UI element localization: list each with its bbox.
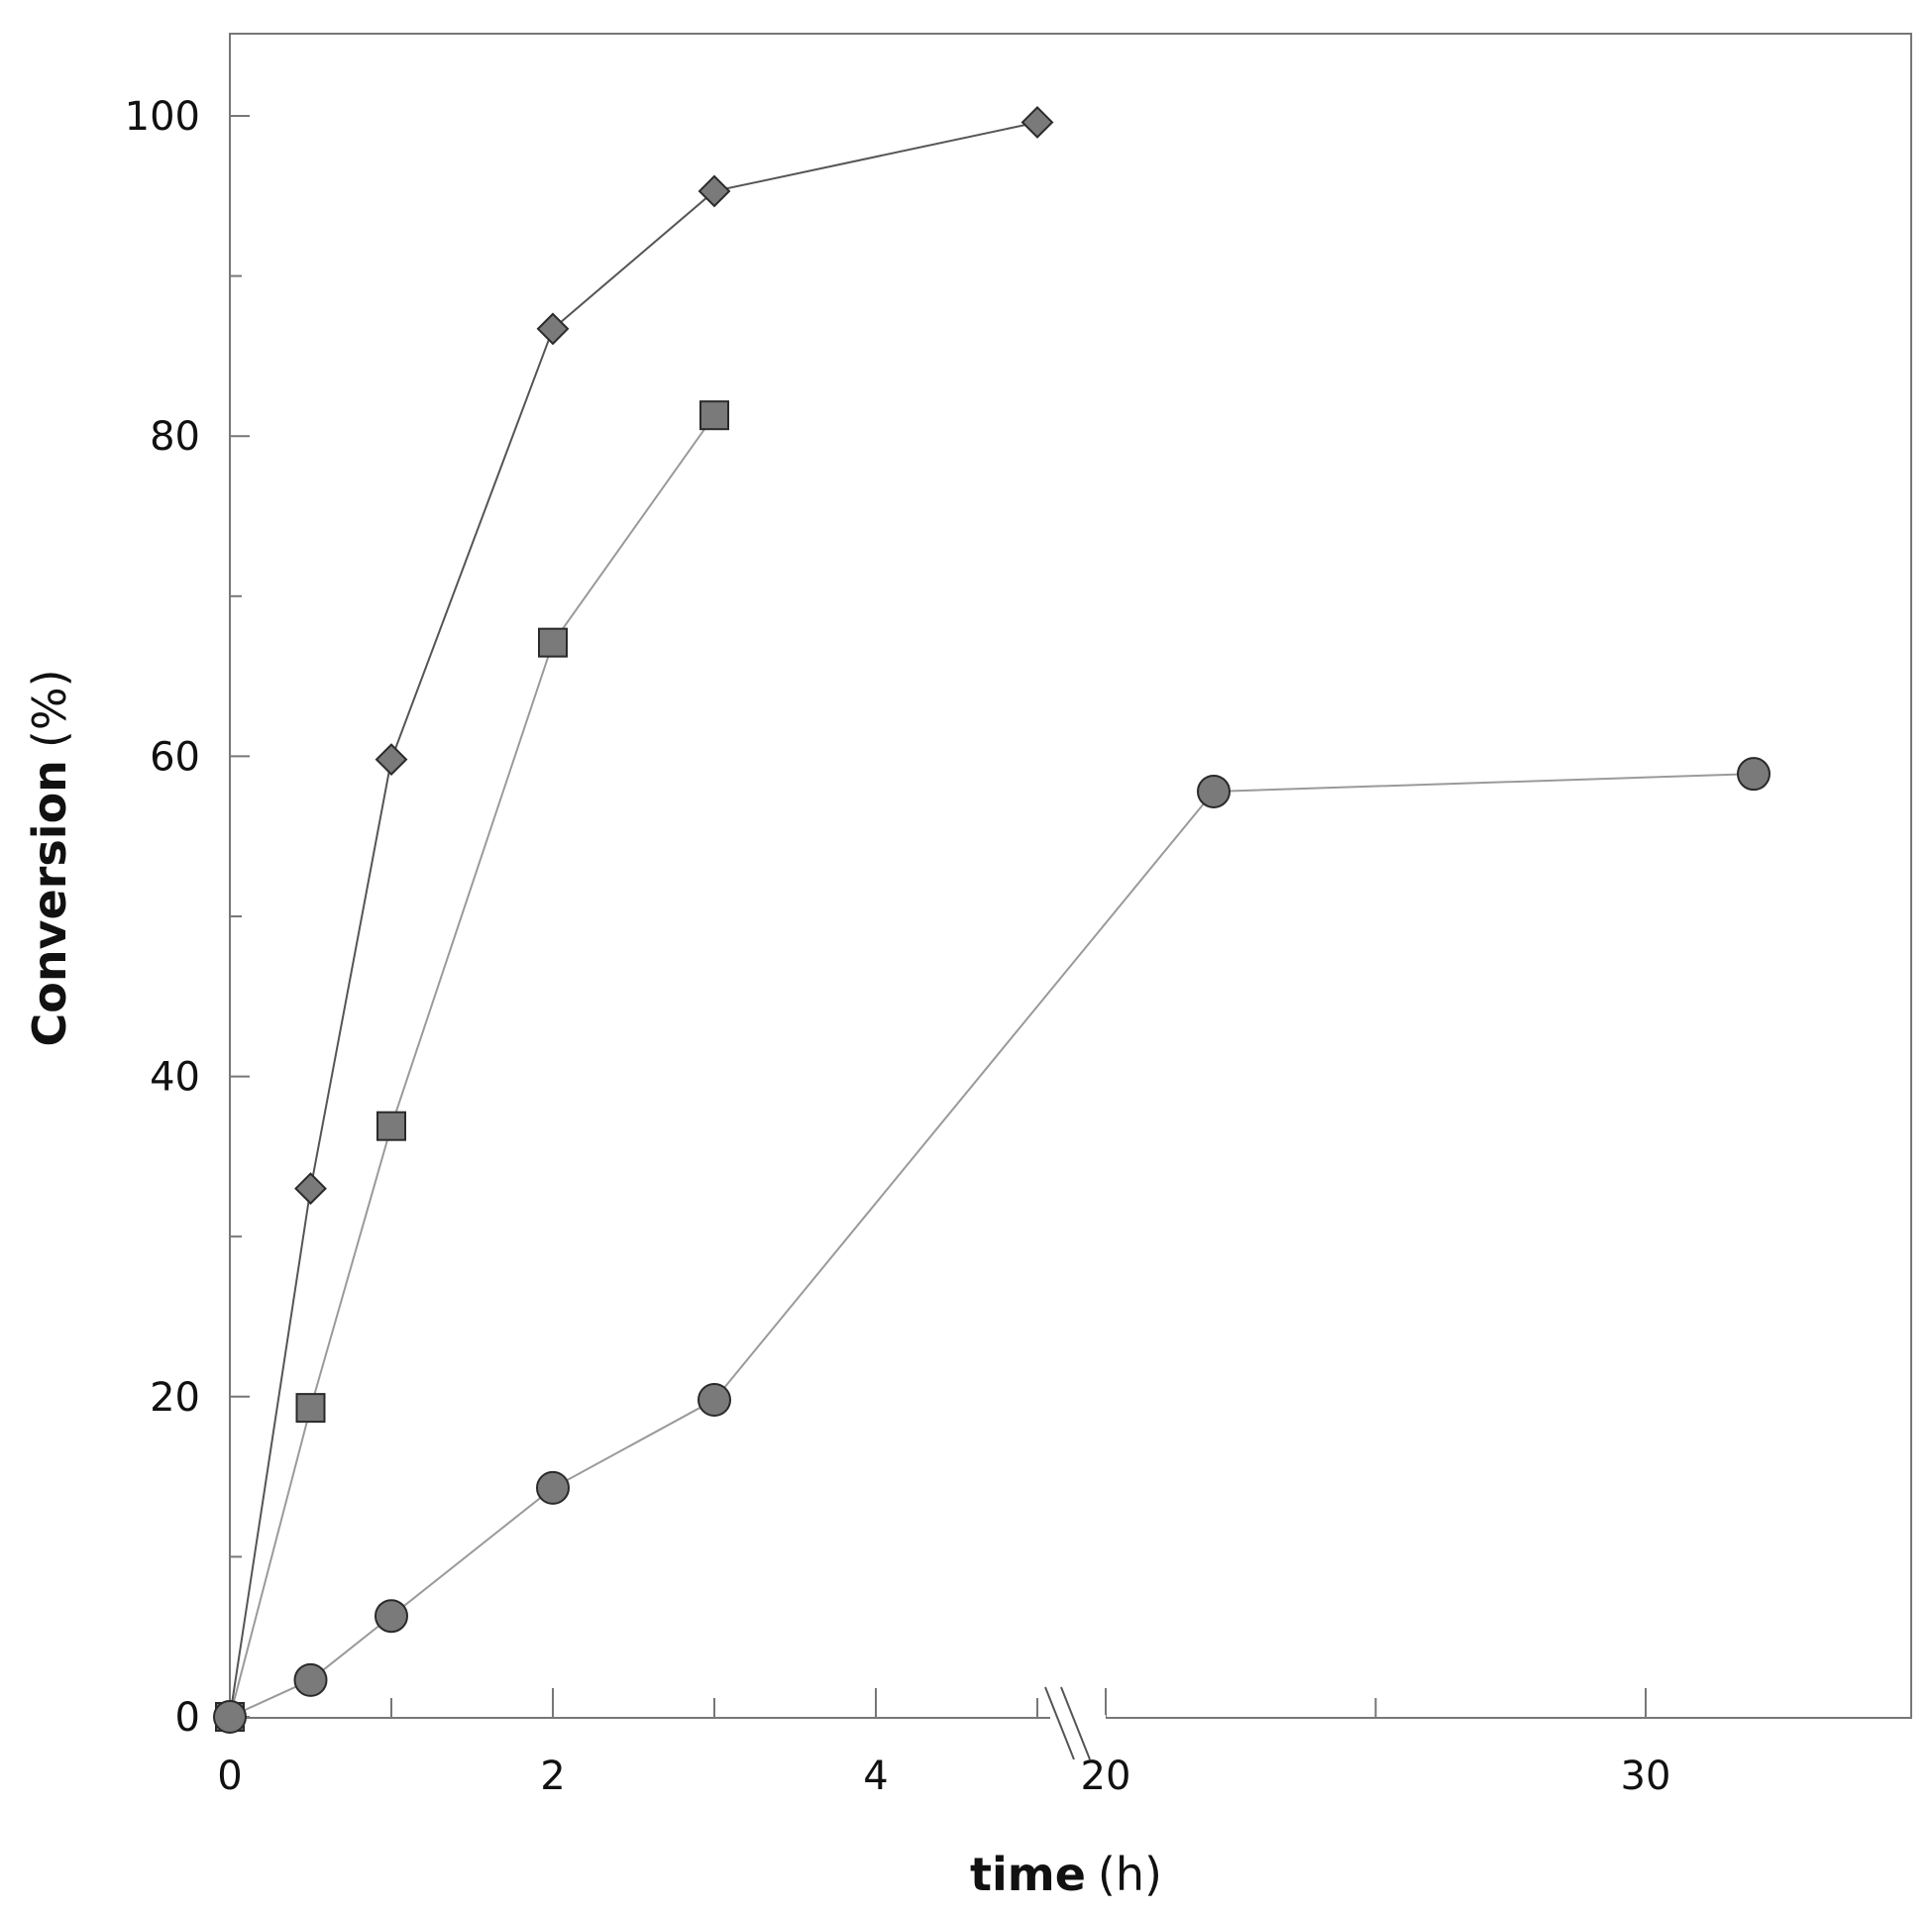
series-markers — [213, 106, 1771, 1734]
axis-break-slash-left — [1044, 1686, 1075, 1760]
data-point-circle — [1197, 774, 1231, 808]
data-point-circle — [536, 1470, 570, 1505]
series-lines — [229, 121, 1755, 1718]
series-line-square — [229, 414, 715, 1718]
data-point-square — [699, 400, 729, 431]
y-tick-label: 80 — [150, 414, 200, 460]
data-point-square — [376, 1111, 406, 1141]
y-axis-title: Conversion (%) — [23, 669, 76, 1046]
x-tick-label: 20 — [1081, 1754, 1131, 1799]
data-point-diamond — [698, 174, 731, 208]
data-point-circle — [375, 1599, 408, 1634]
x-tick-label: 2 — [540, 1754, 565, 1799]
y-axis-title-unit: (%) — [23, 669, 76, 748]
axis-break-slash-right — [1060, 1686, 1091, 1760]
data-point-diamond — [536, 312, 570, 346]
y-axis-title-main: Conversion — [23, 760, 76, 1046]
x-tick-label: 0 — [217, 1754, 242, 1799]
series-line-diamond — [229, 121, 1038, 1718]
data-point-diamond — [375, 743, 408, 777]
x-tick-label: 4 — [863, 1754, 888, 1799]
x-tick-label: 30 — [1621, 1754, 1671, 1799]
x-axis-title-unit: (h) — [1098, 1848, 1162, 1901]
axis-ticks — [230, 115, 1647, 1718]
data-point-circle — [293, 1662, 328, 1697]
data-point-circle — [213, 1700, 247, 1734]
y-tick-label: 100 — [125, 94, 200, 140]
y-tick-label: 40 — [150, 1055, 200, 1101]
data-point-circle — [1737, 757, 1771, 792]
series-line-circle — [229, 773, 1755, 1718]
data-point-diamond — [294, 1172, 327, 1206]
plot-frame — [229, 33, 1912, 1719]
y-tick-label: 0 — [175, 1695, 200, 1741]
tick-labels: 0 20 40 60 80 100 0 2 4 20 30 — [125, 94, 1671, 1799]
data-point-square — [538, 627, 568, 658]
x-axis-title-main: time — [970, 1848, 1086, 1901]
axis-break-marks — [1044, 1686, 1106, 1760]
x-axis-title: time (h) — [970, 1848, 1162, 1901]
y-tick-label: 20 — [150, 1375, 200, 1421]
data-point-square — [295, 1393, 326, 1424]
data-point-circle — [698, 1383, 731, 1418]
y-tick-label: 60 — [150, 734, 200, 780]
data-point-diamond — [1020, 106, 1054, 139]
